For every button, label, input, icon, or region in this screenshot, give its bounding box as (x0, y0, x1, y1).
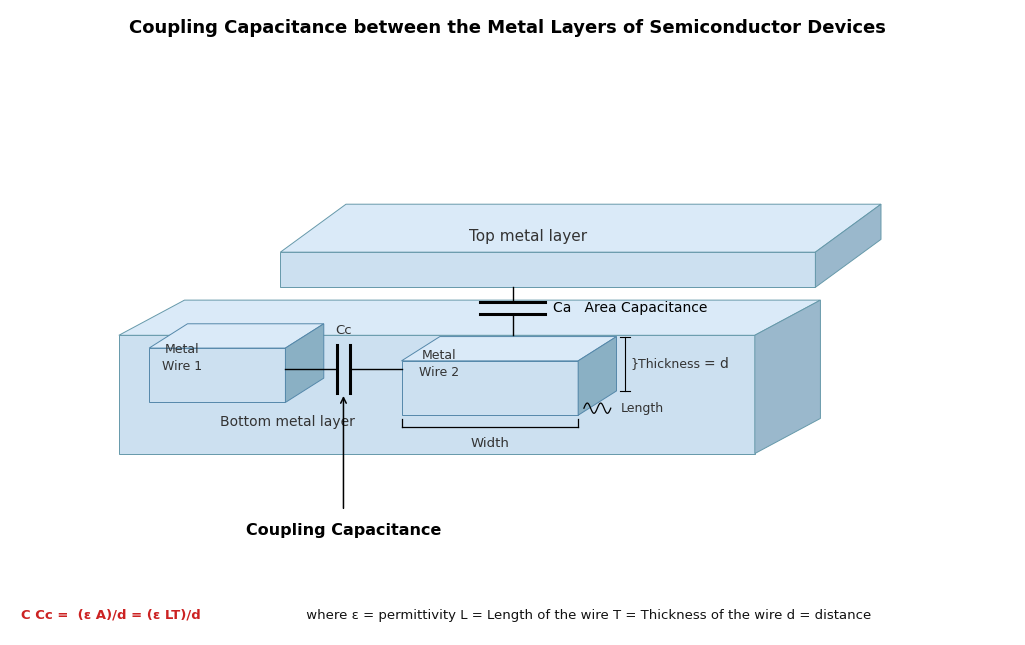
Polygon shape (281, 252, 815, 287)
Polygon shape (285, 324, 324, 402)
Polygon shape (150, 324, 324, 348)
Text: = d: = d (704, 357, 729, 371)
Text: Top metal layer: Top metal layer (468, 229, 586, 244)
Polygon shape (815, 204, 880, 287)
Text: }Thickness: }Thickness (630, 357, 701, 370)
Polygon shape (578, 337, 616, 415)
Text: Ca   Area Capacitance: Ca Area Capacitance (552, 301, 707, 315)
Polygon shape (150, 348, 285, 402)
Polygon shape (281, 204, 880, 252)
Text: Coupling Capacitance between the Metal Layers of Semiconductor Devices: Coupling Capacitance between the Metal L… (129, 19, 886, 37)
Polygon shape (402, 337, 616, 361)
Text: Width: Width (470, 437, 509, 450)
Polygon shape (402, 361, 578, 415)
Text: Length: Length (621, 402, 664, 415)
Text: where ε = permittivity L = Length of the wire T = Thickness of the wire d = dist: where ε = permittivity L = Length of the… (301, 609, 871, 622)
Polygon shape (119, 300, 820, 335)
Text: Metal
Wire 1: Metal Wire 1 (162, 342, 203, 373)
Text: Cc: Cc (335, 324, 352, 337)
Polygon shape (119, 335, 754, 453)
Text: Coupling Capacitance: Coupling Capacitance (246, 522, 441, 538)
Polygon shape (754, 300, 820, 453)
Text: Metal
Wire 2: Metal Wire 2 (419, 349, 459, 379)
Text: C Cc =  (ε A)/d = (ε LT)/d: C Cc = (ε A)/d = (ε LT)/d (20, 609, 201, 622)
Text: Bottom metal layer: Bottom metal layer (219, 415, 355, 429)
